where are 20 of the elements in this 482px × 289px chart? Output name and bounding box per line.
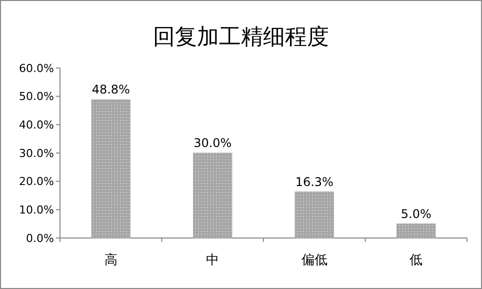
x-tick-label: 低 (410, 253, 423, 268)
data-label: 30.0% (194, 136, 232, 150)
y-tick-label: 60.0% (19, 62, 54, 75)
bar (294, 192, 334, 238)
y-tick-label: 20.0% (19, 175, 54, 188)
bar (91, 99, 130, 238)
y-tick-label: 0.0% (26, 232, 54, 245)
x-tick-label: 偏低 (301, 253, 328, 268)
bar (396, 224, 436, 238)
y-tick-label: 40.0% (19, 118, 54, 132)
x-tick-label: 高 (104, 252, 118, 268)
data-label: 5.0% (400, 206, 432, 221)
y-tick-label: 10.0% (19, 204, 54, 217)
y-tick-label: 50.0% (19, 90, 54, 104)
bar (193, 152, 232, 238)
chart-title: 回复加工精细程度 (153, 25, 329, 50)
data-label: 48.8% (92, 82, 130, 97)
data-label: 16.3% (295, 174, 334, 189)
y-tick-label: 30.0% (19, 146, 54, 160)
x-tick-label: 中 (206, 253, 220, 268)
